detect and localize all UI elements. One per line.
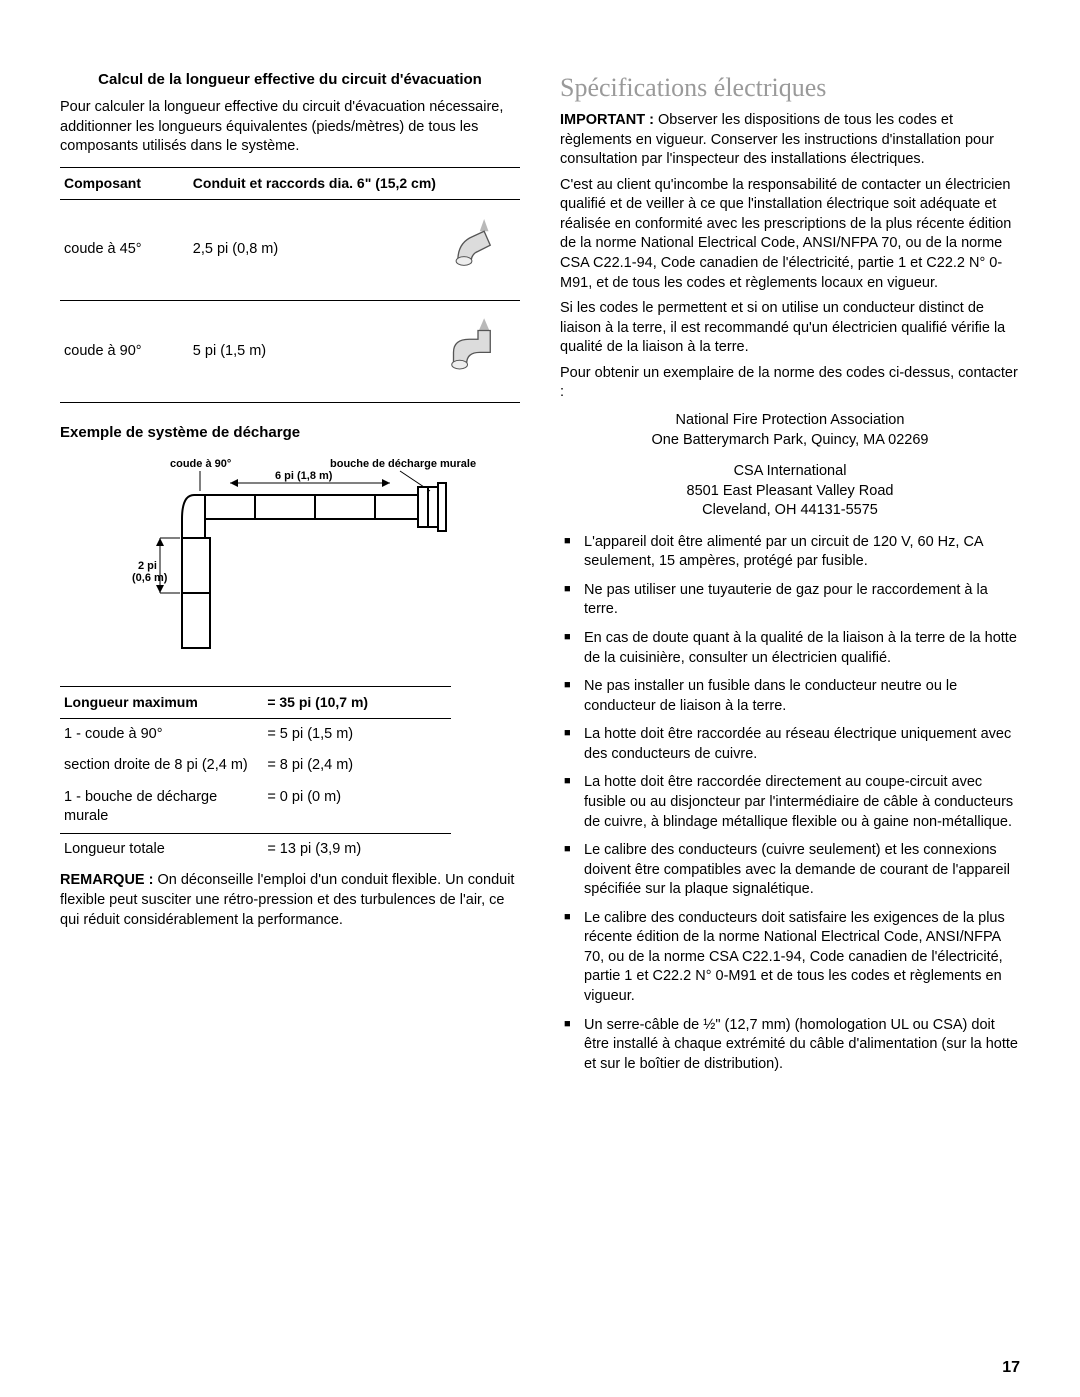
list-item: Ne pas utiliser une tuyauterie de gaz po… xyxy=(560,581,1020,620)
important-label: IMPORTANT : xyxy=(560,112,658,128)
comp-name: coude à 45° xyxy=(60,199,189,301)
contact1-l2: One Batterymarch Park, Quincy, MA 02269 xyxy=(560,431,1020,451)
list-item: L'appareil doit être alimenté par un cir… xyxy=(560,533,1020,572)
elbow90-icon-cell xyxy=(422,301,520,403)
table-row: 1 - bouche de décharge murale = 0 pi (0 … xyxy=(60,782,451,834)
list-item: Ne pas installer un fusible dans le cond… xyxy=(560,677,1020,716)
contact2-l2: 8501 East Pleasant Valley Road xyxy=(560,482,1020,502)
contact2-l1: CSA International xyxy=(560,462,1020,482)
len-col2: = 35 pi (10,7 m) xyxy=(263,686,451,718)
list-item: La hotte doit être raccordée directement… xyxy=(560,773,1020,832)
remark-label: REMARQUE : xyxy=(60,872,157,888)
diagram-cap-label: bouche de décharge murale xyxy=(330,458,476,470)
bullet-list: L'appareil doit être alimenté par un cir… xyxy=(560,533,1020,1075)
page: Calcul de la longueur effective du circu… xyxy=(0,0,1080,1397)
list-item: En cas de doute quant à la qualité de la… xyxy=(560,629,1020,668)
contact-block-2: CSA International 8501 East Pleasant Val… xyxy=(560,462,1020,521)
left-column: Calcul de la longueur effective du circu… xyxy=(60,40,526,1377)
para4: Pour obtenir un exemplaire de la norme d… xyxy=(560,364,1020,403)
comp-name: coude à 90° xyxy=(60,301,189,403)
important-para: IMPORTANT : Observer les dispositions de… xyxy=(560,111,1020,170)
component-table: Composant Conduit et raccords dia. 6" (1… xyxy=(60,167,520,403)
elbow45-icon-cell xyxy=(422,199,520,301)
len-val: = 8 pi (2,4 m) xyxy=(263,750,451,782)
diagram-horiz-label: 6 pi (1,8 m) xyxy=(275,470,333,482)
contact1-l1: National Fire Protection Association xyxy=(560,411,1020,431)
diagram-vert2-label: (0,6 m) xyxy=(132,572,168,584)
length-table: Longueur maximum = 35 pi (10,7 m) 1 - co… xyxy=(60,686,451,866)
len-col1: Longueur maximum xyxy=(60,686,263,718)
section1-title: Calcul de la longueur effective du circu… xyxy=(60,70,520,90)
remark-para: REMARQUE : On déconseille l'emploi d'un … xyxy=(60,871,520,930)
len-val: = 5 pi (1,5 m) xyxy=(263,718,451,750)
list-item: La hotte doit être raccordée au réseau é… xyxy=(560,725,1020,764)
para3: Si les codes le permettent et si on util… xyxy=(560,299,1020,358)
contact2-l3: Cleveland, OH 44131-5575 xyxy=(560,501,1020,521)
len-name: section droite de 8 pi (2,4 m) xyxy=(60,750,263,782)
table-row: section droite de 8 pi (2,4 m) = 8 pi (2… xyxy=(60,750,451,782)
elbow45-icon xyxy=(436,212,506,282)
list-item: Un serre-câble de ½" (12,7 mm) (homologa… xyxy=(560,1016,1020,1075)
list-item: Le calibre des conducteurs (cuivre seule… xyxy=(560,841,1020,900)
len-name: 1 - coude à 90° xyxy=(60,718,263,750)
comp-val: 2,5 pi (0,8 m) xyxy=(189,199,422,301)
table-row: coude à 90° 5 pi (1,5 m) xyxy=(60,301,520,403)
contact-block-1: National Fire Protection Association One… xyxy=(560,411,1020,450)
list-item: Le calibre des conducteurs doit satisfai… xyxy=(560,909,1020,1007)
comp-col2: Conduit et raccords dia. 6" (15,2 cm) xyxy=(189,167,520,199)
electrical-heading: Spécifications électriques xyxy=(560,70,1020,105)
section1-para: Pour calculer la longueur effective du c… xyxy=(60,98,520,157)
len-val: = 13 pi (3,9 m) xyxy=(263,833,451,865)
len-name: 1 - bouche de décharge murale xyxy=(60,782,263,834)
elbow90-icon xyxy=(436,313,506,383)
table-row: coude à 45° 2,5 pi (0,8 m) xyxy=(60,199,520,301)
diagram-elbow-label: coude à 90° xyxy=(170,458,231,470)
page-number: 17 xyxy=(1002,1359,1020,1377)
len-val: = 0 pi (0 m) xyxy=(263,782,451,834)
comp-val: 5 pi (1,5 m) xyxy=(189,301,422,403)
len-name: Longueur totale xyxy=(60,833,263,865)
table-row: 1 - coude à 90° = 5 pi (1,5 m) xyxy=(60,718,451,750)
para2: C'est au client qu'incombe la responsabi… xyxy=(560,176,1020,293)
table-row: Longueur totale = 13 pi (3,9 m) xyxy=(60,833,451,865)
discharge-diagram: coude à 90° bouche de décharge murale 6 … xyxy=(100,453,480,670)
section2-title: Exemple de système de décharge xyxy=(60,423,520,443)
right-column: Spécifications électriques IMPORTANT : O… xyxy=(554,40,1020,1377)
comp-col1: Composant xyxy=(60,167,189,199)
diagram-vert1-label: 2 pi xyxy=(138,560,157,572)
